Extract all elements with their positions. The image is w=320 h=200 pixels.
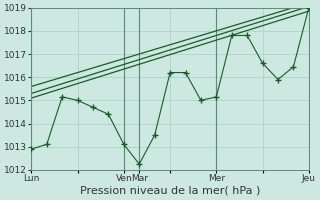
X-axis label: Pression niveau de la mer( hPa ): Pression niveau de la mer( hPa )	[80, 186, 260, 196]
